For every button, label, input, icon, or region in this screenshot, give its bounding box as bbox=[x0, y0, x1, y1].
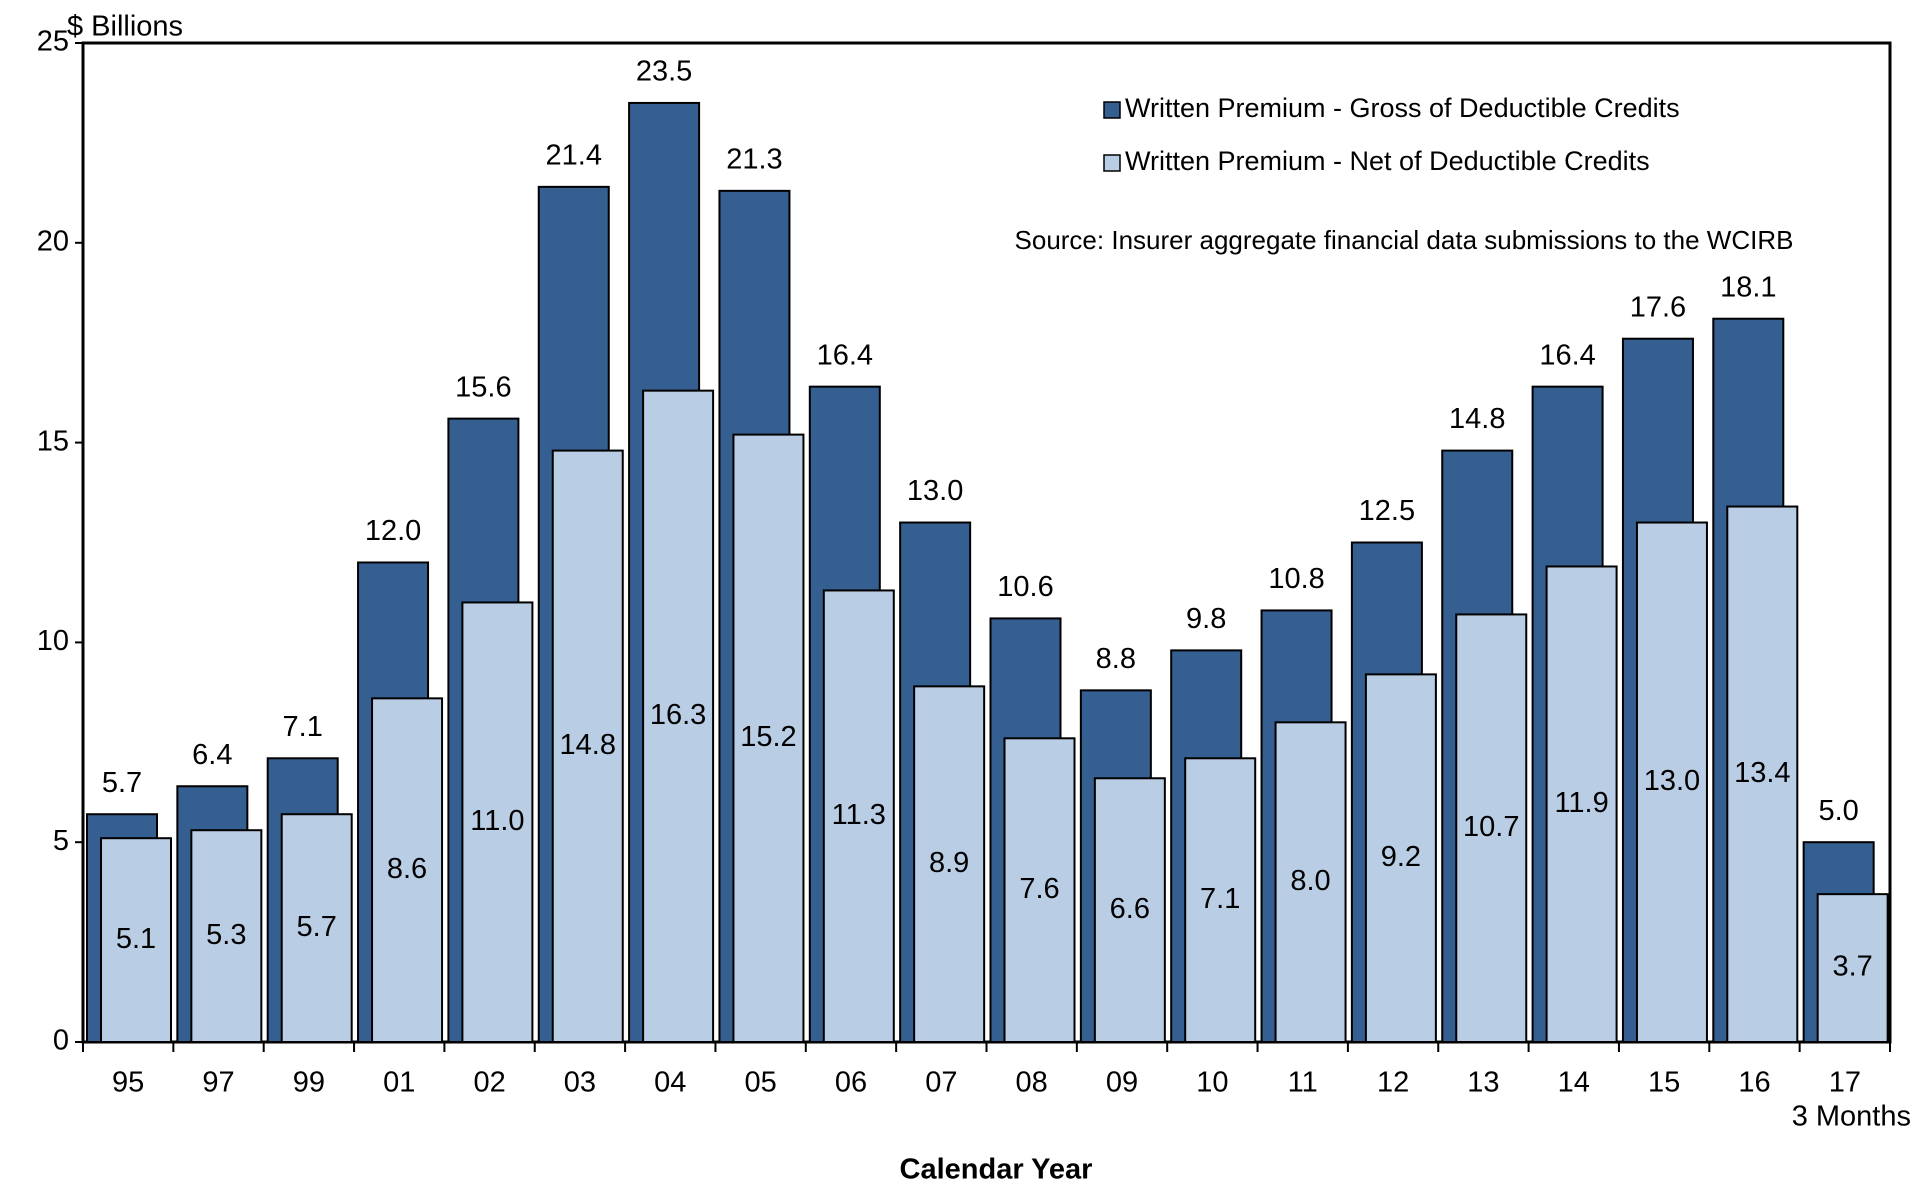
data-label: 12.5 bbox=[1359, 495, 1415, 527]
bar bbox=[642, 389, 715, 1044]
bar bbox=[1184, 757, 1257, 1043]
data-label: 7.6 bbox=[1019, 873, 1059, 905]
data-label: 5.0 bbox=[1818, 795, 1858, 827]
x-tick-label: 95 bbox=[112, 1067, 144, 1099]
y-tick-label: 20 bbox=[37, 225, 69, 257]
x-tick-label: 04 bbox=[654, 1067, 686, 1099]
data-label: 8.0 bbox=[1290, 865, 1330, 897]
data-label: 14.8 bbox=[560, 729, 616, 761]
x-tick-label: 09 bbox=[1106, 1067, 1138, 1099]
bar bbox=[100, 837, 172, 1043]
x-tick-label: 13 bbox=[1467, 1067, 1499, 1099]
data-label: 13.0 bbox=[1644, 765, 1700, 797]
bar bbox=[1816, 893, 1889, 1044]
data-label: 15.2 bbox=[740, 721, 796, 753]
data-label: 8.8 bbox=[1096, 643, 1136, 675]
data-label: 11.9 bbox=[1554, 787, 1608, 819]
data-label: 8.6 bbox=[387, 853, 427, 885]
data-label: 8.9 bbox=[929, 847, 969, 879]
data-label: 5.3 bbox=[206, 919, 246, 951]
legend-label: Written Premium - Net of Deductible Cred… bbox=[1125, 146, 1650, 176]
data-label: 21.4 bbox=[546, 140, 602, 172]
bar bbox=[1093, 777, 1166, 1043]
x-tick-label: 15 bbox=[1648, 1067, 1680, 1099]
bar bbox=[1726, 505, 1799, 1043]
bar bbox=[822, 589, 895, 1044]
data-label: 7.1 bbox=[283, 711, 323, 743]
data-label: 9.2 bbox=[1381, 841, 1421, 873]
bar bbox=[1455, 613, 1528, 1043]
data-label: 10.7 bbox=[1463, 811, 1519, 843]
y-tick-label: 25 bbox=[37, 26, 69, 58]
data-label: 12.0 bbox=[365, 515, 421, 547]
bar bbox=[913, 685, 986, 1044]
data-label: 16.4 bbox=[817, 339, 873, 371]
data-label: 21.3 bbox=[726, 144, 782, 176]
x-tick-label: 97 bbox=[202, 1067, 234, 1099]
y-axis-label: $ Billions bbox=[67, 11, 183, 43]
data-label: 5.1 bbox=[116, 923, 156, 955]
bar bbox=[1274, 721, 1347, 1043]
bar bbox=[461, 601, 534, 1043]
bar bbox=[371, 697, 444, 1043]
x-tick-label: 03 bbox=[564, 1067, 596, 1099]
y-tick-label: 15 bbox=[37, 425, 69, 457]
x-tick-label: 08 bbox=[1016, 1067, 1048, 1099]
x-tick-label: 10 bbox=[1196, 1067, 1228, 1099]
data-label: 10.6 bbox=[997, 571, 1053, 603]
source-note: Source: Insurer aggregate financial data… bbox=[1015, 225, 1794, 255]
data-label: 16.3 bbox=[650, 699, 706, 731]
x-tick-label: 12 bbox=[1377, 1067, 1409, 1099]
y-tick-label: 10 bbox=[37, 625, 69, 657]
data-label: 6.6 bbox=[1110, 893, 1150, 925]
data-label: 9.8 bbox=[1186, 603, 1226, 635]
bar bbox=[190, 829, 263, 1043]
x-tick-label: 06 bbox=[835, 1067, 867, 1099]
legend-swatch bbox=[1103, 154, 1121, 172]
x-tick-label: 07 bbox=[925, 1067, 957, 1099]
data-label: 6.4 bbox=[192, 739, 232, 771]
data-label: 18.1 bbox=[1720, 271, 1776, 303]
data-label: 5.7 bbox=[102, 767, 142, 799]
bar bbox=[1545, 565, 1618, 1043]
x-tick-label: 05 bbox=[744, 1067, 776, 1099]
x-tick-label: 99 bbox=[293, 1067, 325, 1099]
data-label: 17.6 bbox=[1630, 291, 1686, 323]
x-tick-label: 02 bbox=[473, 1067, 505, 1099]
legend-label: Written Premium - Gross of Deductible Cr… bbox=[1125, 93, 1680, 123]
data-label: 7.1 bbox=[1200, 883, 1240, 915]
x-tick-label: 01 bbox=[383, 1067, 415, 1099]
bar bbox=[551, 449, 624, 1044]
bar bbox=[1003, 737, 1076, 1044]
bar bbox=[1635, 521, 1708, 1043]
bar bbox=[732, 433, 805, 1044]
data-label: 11.0 bbox=[470, 805, 524, 837]
data-label: 13.4 bbox=[1734, 757, 1790, 789]
bar bbox=[1364, 673, 1437, 1043]
data-label: 10.8 bbox=[1268, 563, 1324, 595]
data-label: 11.3 bbox=[832, 799, 886, 831]
plot-frame bbox=[81, 41, 1892, 1044]
data-label: 13.0 bbox=[907, 475, 963, 507]
data-label: 14.8 bbox=[1449, 403, 1505, 435]
x-axis-label: Calendar Year bbox=[900, 1154, 1093, 1186]
y-tick-label: 5 bbox=[53, 825, 69, 857]
data-label: 23.5 bbox=[636, 56, 692, 88]
x-tick-label: 17 bbox=[1829, 1067, 1861, 1099]
y-tick-label: 0 bbox=[53, 1025, 69, 1057]
data-label: 16.4 bbox=[1539, 339, 1595, 371]
data-label: 5.7 bbox=[297, 911, 337, 943]
bar bbox=[280, 813, 353, 1044]
data-label: 3.7 bbox=[1832, 951, 1872, 983]
legend-swatch bbox=[1103, 101, 1121, 119]
data-label: 15.6 bbox=[455, 371, 511, 403]
x-annotation: 3 Months bbox=[1792, 1101, 1911, 1133]
x-tick-label: 11 bbox=[1288, 1067, 1318, 1099]
x-tick-label: 16 bbox=[1738, 1067, 1770, 1099]
x-tick-label: 14 bbox=[1558, 1067, 1590, 1099]
